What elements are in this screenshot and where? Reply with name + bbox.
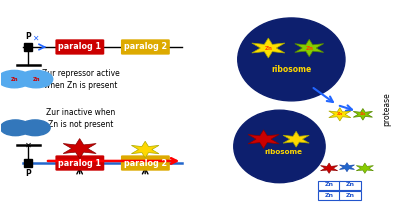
Text: ribosome: ribosome bbox=[271, 65, 312, 74]
Text: ✕: ✕ bbox=[32, 33, 39, 42]
Circle shape bbox=[20, 120, 50, 136]
Text: paralog 2: paralog 2 bbox=[124, 159, 167, 168]
Polygon shape bbox=[340, 163, 354, 172]
Polygon shape bbox=[283, 131, 309, 147]
Text: Zn: Zn bbox=[32, 77, 40, 82]
Polygon shape bbox=[320, 163, 338, 173]
Text: Zn: Zn bbox=[11, 77, 18, 82]
FancyBboxPatch shape bbox=[24, 159, 32, 167]
Ellipse shape bbox=[234, 110, 325, 183]
Polygon shape bbox=[63, 139, 96, 159]
FancyBboxPatch shape bbox=[56, 39, 104, 55]
Text: Zn: Zn bbox=[360, 112, 366, 116]
Text: ribosome: ribosome bbox=[264, 149, 302, 155]
Text: paralog 1: paralog 1 bbox=[58, 159, 101, 168]
Circle shape bbox=[19, 70, 53, 88]
Text: Zn: Zn bbox=[346, 182, 355, 187]
Polygon shape bbox=[356, 163, 374, 173]
Polygon shape bbox=[132, 141, 159, 158]
Ellipse shape bbox=[238, 18, 345, 101]
FancyBboxPatch shape bbox=[339, 191, 361, 200]
Text: P: P bbox=[25, 32, 30, 41]
Text: Zn: Zn bbox=[324, 193, 334, 198]
Polygon shape bbox=[248, 130, 279, 148]
Text: paralog 1: paralog 1 bbox=[58, 42, 101, 51]
Polygon shape bbox=[353, 109, 372, 120]
Polygon shape bbox=[252, 38, 285, 58]
FancyBboxPatch shape bbox=[121, 155, 170, 171]
Text: paralog 2: paralog 2 bbox=[124, 42, 167, 51]
Text: Zur repressor active
when Zn is present: Zur repressor active when Zn is present bbox=[42, 69, 120, 89]
Text: Zn: Zn bbox=[324, 182, 334, 187]
Polygon shape bbox=[295, 39, 324, 57]
FancyBboxPatch shape bbox=[24, 43, 32, 51]
Text: Zn: Zn bbox=[337, 112, 343, 116]
Circle shape bbox=[0, 70, 31, 88]
FancyBboxPatch shape bbox=[56, 155, 104, 171]
Text: Zur inactive when
Zn is not present: Zur inactive when Zn is not present bbox=[46, 108, 116, 129]
FancyBboxPatch shape bbox=[318, 191, 340, 200]
FancyBboxPatch shape bbox=[339, 181, 361, 190]
Text: Zn: Zn bbox=[264, 46, 272, 51]
Text: Zn: Zn bbox=[346, 193, 355, 198]
Text: ✕: ✕ bbox=[25, 141, 32, 150]
FancyBboxPatch shape bbox=[318, 181, 340, 190]
Circle shape bbox=[0, 120, 30, 136]
FancyBboxPatch shape bbox=[121, 39, 170, 55]
Polygon shape bbox=[329, 108, 351, 121]
Text: protease: protease bbox=[382, 92, 391, 126]
Text: Zn: Zn bbox=[305, 46, 313, 51]
Text: P: P bbox=[25, 169, 30, 178]
